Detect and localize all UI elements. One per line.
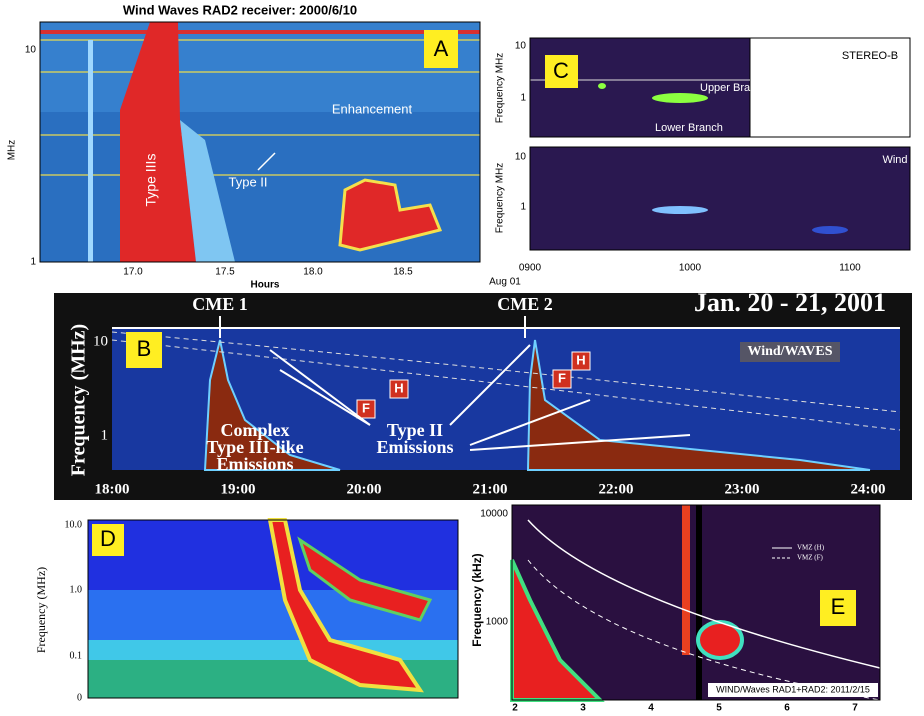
annotation: Type IIIs	[143, 154, 159, 207]
station: Wind	[882, 154, 907, 166]
x-tick-label: 7	[852, 703, 858, 714]
x-tick-label: 3	[580, 703, 586, 714]
y-tick-label: 10.0	[65, 519, 83, 530]
y-tick-label: 10	[25, 45, 37, 56]
panel-label: A	[434, 36, 449, 61]
red-line	[40, 30, 480, 34]
y-axis-label: Frequency MHz	[495, 53, 506, 124]
x-tick-label: 1100	[839, 263, 861, 274]
caption: WIND/Waves RAD1+RAD2: 2011/2/15	[716, 684, 870, 694]
y-tick-label: 1000	[486, 617, 509, 628]
panel-label: C	[553, 58, 569, 83]
x-tick-label: 6	[784, 703, 790, 714]
panel-e: 10000 1000 Frequency (kHz) 2 3 4 5 6 7 VMZ (H…	[470, 505, 880, 714]
panel-a: Wind Waves RAD2 receiver: 2000/6/10 10 1…	[7, 2, 480, 290]
fundamental: F	[362, 400, 370, 415]
annotation: Emissions	[216, 454, 293, 474]
title: Wind Waves RAD2 receiver: 2000/6/10	[123, 2, 357, 17]
y-axis-label: MHz	[7, 140, 18, 161]
x-date: Aug 01	[489, 277, 521, 288]
x-tick-label: 4	[648, 703, 654, 714]
panel-label: B	[137, 336, 152, 361]
gap	[696, 505, 702, 700]
burst	[682, 505, 690, 655]
panel-c: STEREO-B Wind 10 1 10 1 Frequency MHz Fr…	[489, 38, 910, 288]
y-tick-label: 0	[77, 692, 82, 703]
annotation: Lower Branch	[655, 122, 723, 134]
y-tick-label: 1	[520, 93, 526, 104]
type-ii	[652, 206, 708, 214]
x-tick-label: 22:00	[599, 481, 634, 497]
y-axis-label: Frequency (MHz)	[68, 324, 90, 476]
harmonic: H	[394, 380, 403, 395]
x-ticks: 2 3 4 5 6 7	[512, 703, 858, 714]
y-axis-label: Frequency (MHz)	[34, 567, 48, 653]
y-axis-label: Frequency (kHz)	[470, 553, 484, 646]
legend-entry: VMZ (F)	[797, 554, 824, 562]
x-tick-label: 18:00	[95, 481, 130, 497]
y-tick-label: 1	[30, 257, 36, 268]
burst	[598, 83, 606, 89]
burst	[88, 40, 93, 262]
figure: Wind Waves RAD2 receiver: 2000/6/10 10 1…	[0, 0, 924, 716]
spectrogram-band	[40, 22, 480, 112]
x-axis-label: Hours	[251, 280, 280, 291]
harmonic: H	[576, 352, 585, 367]
x-tick-label: 24:00	[851, 481, 886, 497]
annotation: Type II	[228, 174, 267, 189]
y-tick-label: 10	[515, 41, 527, 52]
x-tick-label: 18.5	[393, 267, 413, 278]
panel-b: Jan. 20 - 21, 2001 Wind/WAVES Frequency …	[54, 288, 912, 500]
fundamental: F	[558, 370, 566, 385]
y-tick-label: 1	[520, 202, 526, 213]
type-ii	[652, 93, 708, 103]
x-tick-label: 20:00	[347, 481, 382, 497]
panel-label: E	[831, 594, 846, 619]
y-tick-label: 1	[101, 427, 109, 443]
y-tick-label: 0.1	[70, 650, 83, 661]
y-tick-label: 1.0	[70, 584, 83, 595]
x-tick-label: 5	[716, 703, 722, 714]
x-tick-label: 21:00	[473, 481, 508, 497]
panel-label: D	[100, 526, 116, 551]
annotation: Upper Branch	[700, 82, 768, 94]
spectrogram	[530, 147, 910, 250]
x-tick-label: 19:00	[221, 481, 256, 497]
event-label: CME 2	[497, 294, 553, 314]
annotation: Emissions	[376, 437, 453, 457]
x-tick-label: 18.0	[303, 267, 323, 278]
event-label: CME 1	[192, 294, 248, 314]
x-tick-label: 23:00	[725, 481, 760, 497]
title: Jan. 20 - 21, 2001	[694, 288, 886, 317]
y-axis-label: Frequency MHz	[495, 163, 506, 234]
x-tick-label: 17.5	[215, 267, 235, 278]
x-tick-label: 1000	[679, 263, 702, 274]
x-tick-label: 0900	[519, 263, 542, 274]
legend-entry: VMZ (H)	[797, 544, 825, 552]
x-tick-label: 17.0	[123, 267, 143, 278]
x-tick-label: 2	[512, 703, 518, 714]
y-tick-label: 10	[515, 152, 527, 163]
instrument: Wind/WAVES	[747, 344, 832, 359]
annotation: Enhancement	[332, 101, 413, 116]
burst	[812, 226, 848, 234]
y-tick-label: 10000	[480, 509, 508, 520]
panel-d: 10.0 1.0 0.1 0 Frequency (MHz) D	[34, 519, 458, 703]
y-tick-label: 10	[93, 333, 108, 349]
station: STEREO-B	[842, 50, 898, 62]
